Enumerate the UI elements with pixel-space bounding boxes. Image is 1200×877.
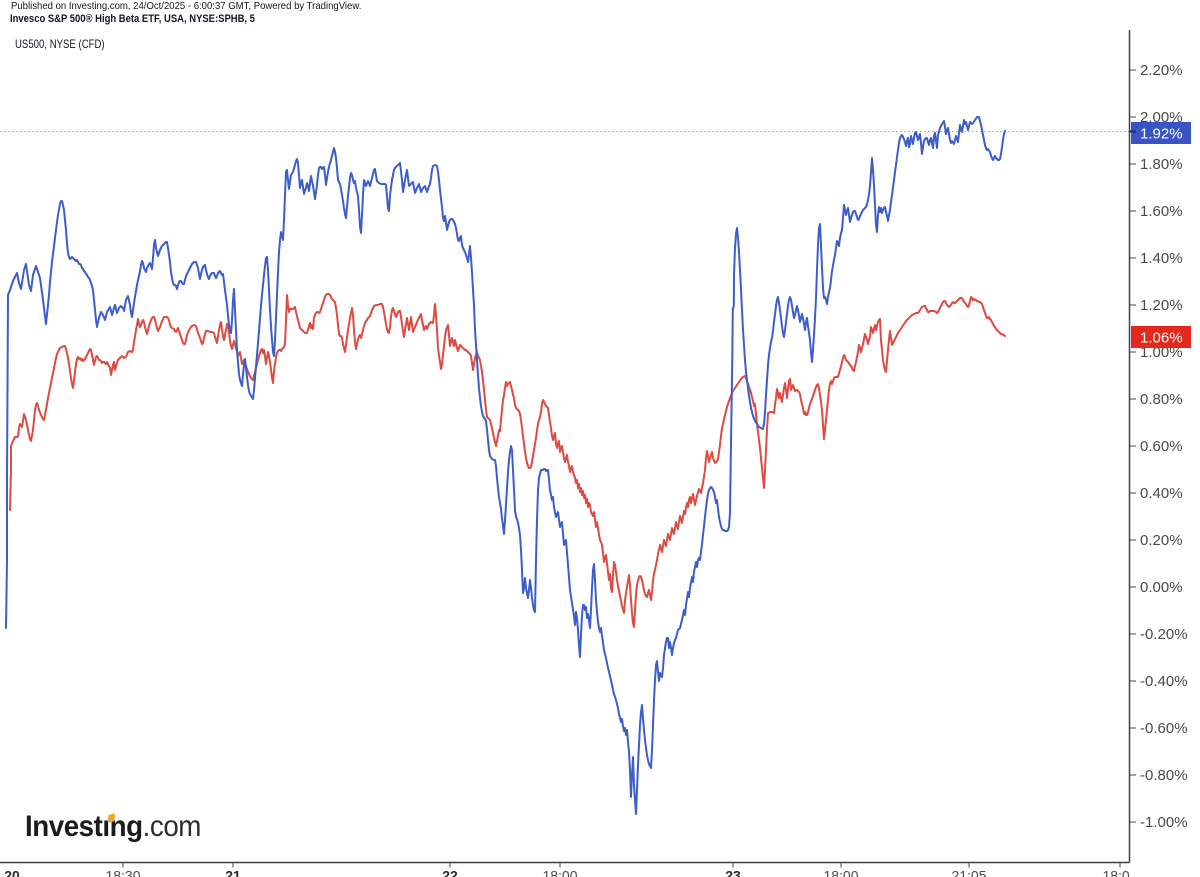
svg-text:1.40%: 1.40%: [1140, 250, 1183, 267]
svg-text:0.20%: 0.20%: [1140, 532, 1183, 549]
svg-text:21: 21: [225, 868, 241, 877]
svg-text:-0.40%: -0.40%: [1140, 673, 1188, 690]
svg-text:18:30: 18:30: [105, 868, 140, 877]
svg-text:18:00: 18:00: [823, 868, 858, 877]
svg-text:1.92%: 1.92%: [1140, 126, 1183, 143]
svg-text:18:00: 18:00: [542, 868, 577, 877]
svg-text:1.80%: 1.80%: [1140, 156, 1183, 173]
svg-text:1.00%: 1.00%: [1140, 344, 1183, 361]
svg-text:-0.60%: -0.60%: [1140, 720, 1188, 737]
svg-text:20: 20: [4, 868, 20, 877]
svg-text:0.80%: 0.80%: [1140, 391, 1183, 408]
svg-text:0.40%: 0.40%: [1140, 485, 1183, 502]
svg-text:-0.20%: -0.20%: [1140, 626, 1188, 643]
svg-text:22: 22: [442, 868, 458, 877]
svg-text:0.00%: 0.00%: [1140, 579, 1183, 596]
svg-text:-1.00%: -1.00%: [1140, 814, 1188, 831]
svg-text:1.06%: 1.06%: [1140, 330, 1183, 347]
svg-text:2.20%: 2.20%: [1140, 62, 1183, 79]
svg-text:2.00%: 2.00%: [1140, 109, 1183, 126]
svg-text:-0.80%: -0.80%: [1140, 767, 1188, 784]
svg-text:1.20%: 1.20%: [1140, 297, 1183, 314]
svg-text:23: 23: [725, 868, 741, 877]
svg-text:21:05: 21:05: [951, 868, 986, 877]
svg-text:1.60%: 1.60%: [1140, 203, 1183, 220]
svg-text:18:00: 18:00: [1102, 868, 1137, 877]
svg-text:0.60%: 0.60%: [1140, 438, 1183, 455]
